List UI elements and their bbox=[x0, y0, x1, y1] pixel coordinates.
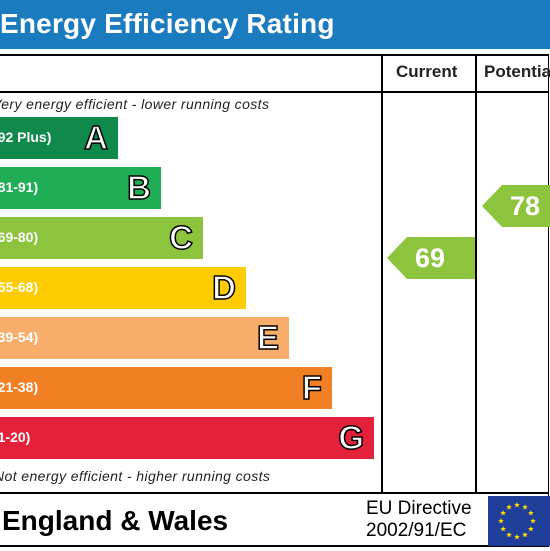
column-header-potential: Potential bbox=[484, 62, 550, 81]
band-letter: D bbox=[211, 268, 236, 307]
current-rating-value: 69 bbox=[415, 243, 446, 273]
column-header-current: Current bbox=[396, 62, 458, 81]
eu-star-icon bbox=[522, 504, 528, 510]
directive-line-2: 2002/91/EC bbox=[366, 520, 467, 541]
band-letter: G bbox=[338, 418, 365, 457]
eu-star-icon bbox=[528, 510, 534, 516]
eu-star-icon bbox=[514, 534, 520, 540]
band-f: (21-38) F bbox=[0, 367, 332, 409]
chart-frame bbox=[0, 54, 549, 547]
header-bar: Energy Efficiency Rating bbox=[0, 0, 550, 49]
band-letter: B bbox=[126, 168, 151, 207]
page-title: Energy Efficiency Rating bbox=[0, 8, 335, 39]
band-range-label: (92 Plus) bbox=[0, 129, 52, 145]
band-range-label: (69-80) bbox=[0, 229, 39, 245]
divider-current bbox=[381, 54, 383, 494]
band-range-label: (21-38) bbox=[0, 379, 39, 395]
band-letter: E bbox=[256, 318, 280, 357]
note-top: Very energy efficient - lower running co… bbox=[0, 96, 270, 112]
band-range-label: (81-91) bbox=[0, 179, 39, 195]
band-e: (39-54) E bbox=[0, 317, 289, 359]
eu-star-icon bbox=[530, 518, 536, 524]
band-d: (55-68) D bbox=[0, 267, 246, 309]
band-letter: A bbox=[83, 118, 108, 157]
band-c: (69-80) C bbox=[0, 217, 203, 259]
eu-star-icon bbox=[500, 510, 506, 516]
band-range-label: (55-68) bbox=[0, 279, 39, 295]
band-letter: C bbox=[168, 218, 193, 257]
band-a: (92 Plus) A bbox=[0, 117, 118, 159]
eu-directive: EU Directive 2002/91/EC bbox=[366, 498, 472, 542]
eu-star-icon bbox=[500, 526, 506, 532]
eu-star-icon bbox=[506, 504, 512, 510]
band-b: (81-91) B bbox=[0, 167, 161, 209]
band-range-label: (39-54) bbox=[0, 329, 39, 345]
potential-rating-value: 78 bbox=[510, 191, 541, 221]
eu-star-icon bbox=[498, 518, 504, 524]
band-g: (1-20) G bbox=[0, 417, 374, 459]
note-bottom: Not energy efficient - higher running co… bbox=[0, 468, 271, 484]
header-row-divider bbox=[0, 91, 549, 93]
current-rating-arrow: 69 bbox=[387, 237, 475, 279]
eu-star-icon bbox=[514, 502, 520, 508]
footer-divider bbox=[0, 492, 549, 494]
divider-potential bbox=[475, 54, 477, 494]
eu-flag-icon bbox=[488, 496, 550, 546]
band-letter: F bbox=[301, 368, 323, 407]
band-range-label: (1-20) bbox=[0, 429, 31, 445]
footer-region: England & Wales bbox=[2, 505, 229, 536]
eu-star-icon bbox=[506, 531, 512, 538]
eu-star-icon bbox=[522, 531, 528, 538]
directive-line-1: EU Directive bbox=[366, 498, 472, 519]
eu-star-icon bbox=[528, 526, 534, 532]
